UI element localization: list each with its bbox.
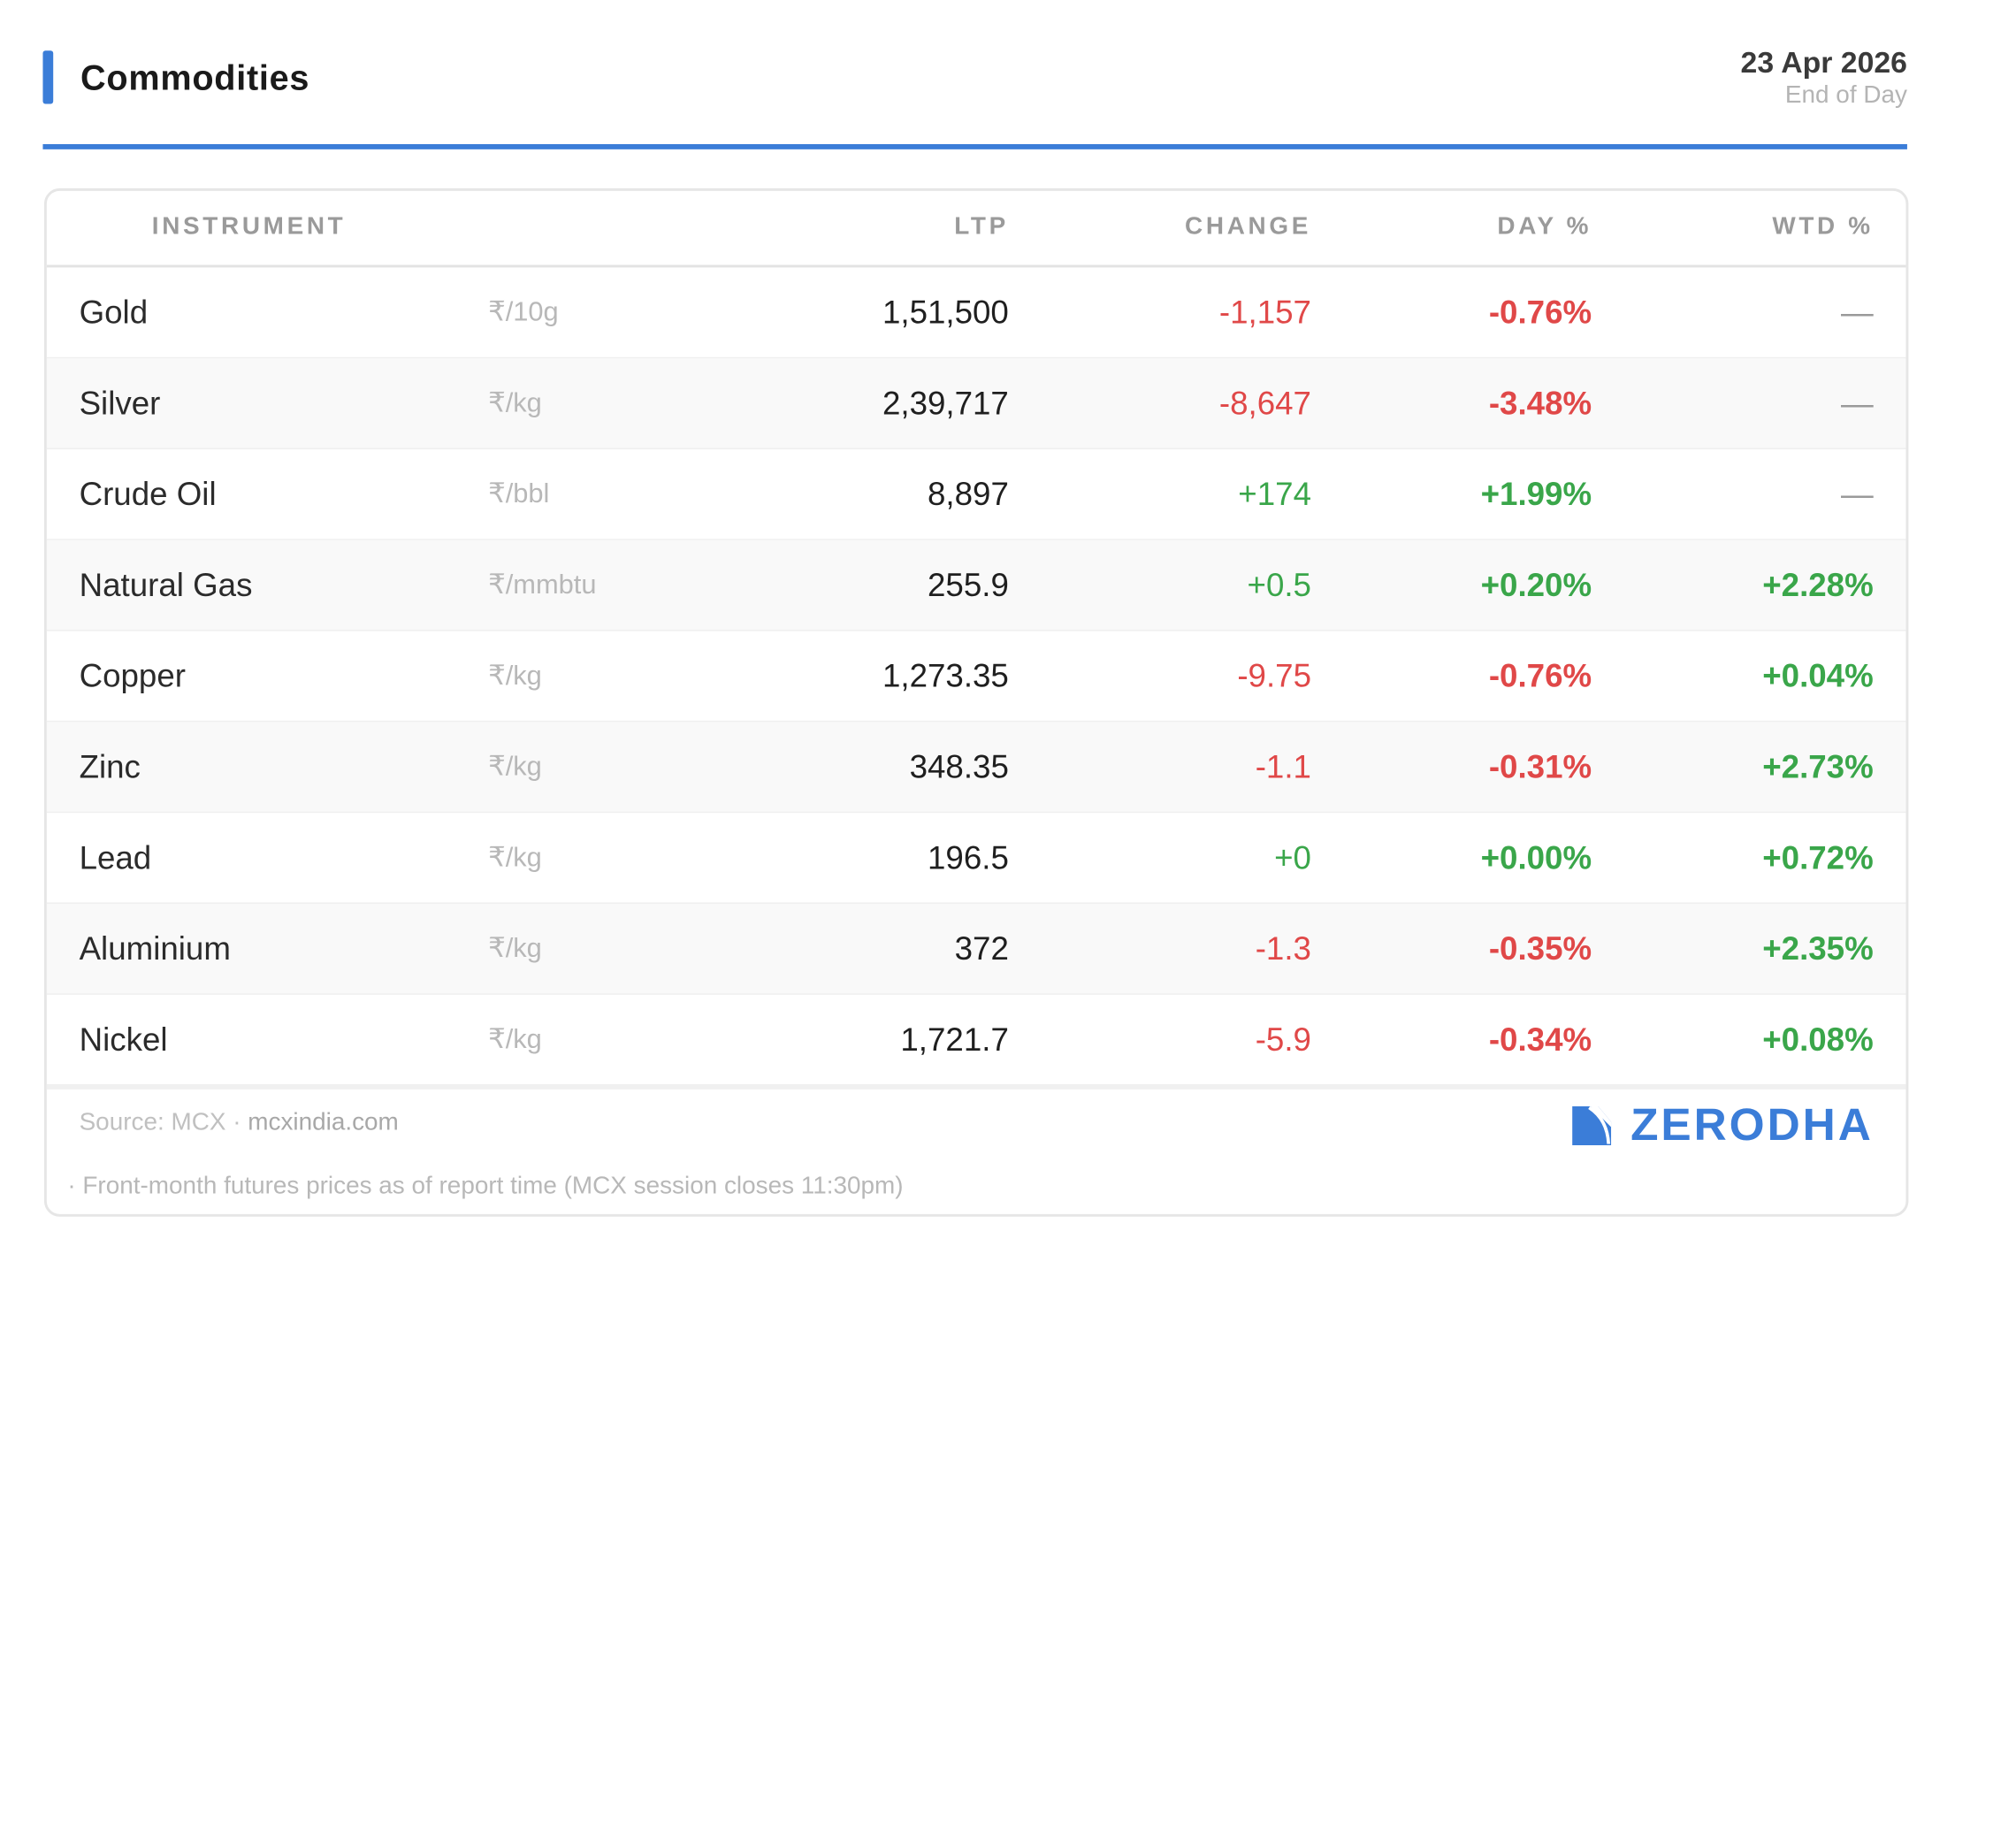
wtd-pct-value: +0.04% <box>1762 658 1874 695</box>
source-link[interactable]: mcxindia.com <box>248 1108 399 1136</box>
wtd-pct-value: +0.08% <box>1762 1021 1874 1059</box>
table-body: Gold ₹/10g 1,51,500 -1,157 -0.76% — Silver ₹/kg… <box>46 267 1906 1086</box>
ltp-value: 372 <box>954 930 1009 967</box>
source-line: Source: MCX · mcxindia.com <box>80 1109 399 1137</box>
report-date: 23 Apr 2026 <box>1740 45 1907 80</box>
wtd-pct-value: — <box>1841 476 1874 513</box>
ltp-value: 348.35 <box>909 749 1009 786</box>
instrument-unit: ₹/10g <box>488 297 559 328</box>
instrument-unit: ₹/kg <box>488 933 542 964</box>
source-label: Source: MCX · <box>79 1108 248 1136</box>
instrument-name: Lead <box>79 839 152 877</box>
change-value: -8,647 <box>1218 386 1311 423</box>
table-row: Crude Oil ₹/bbl 8,897 +174 +1.99% — <box>46 449 1906 540</box>
column-header-change: CHANGE <box>1185 212 1311 241</box>
day-pct-value: -0.31% <box>1488 749 1592 786</box>
instrument-unit: ₹/mmbtu <box>488 570 597 600</box>
change-value: +0 <box>1274 839 1311 877</box>
instrument-name: Aluminium <box>79 930 231 967</box>
table-row: Silver ₹/kg 2,39,717 -8,647 -3.48% — <box>46 358 1906 450</box>
commodities-table-card: INSTRUMENT LTP CHANGE DAY % WTD % Gold ₹/… <box>43 187 1909 1217</box>
change-value: +174 <box>1238 476 1311 513</box>
day-pct-value: +0.20% <box>1480 567 1592 604</box>
day-pct-value: +1.99% <box>1480 476 1592 513</box>
change-value: -1,157 <box>1218 294 1311 332</box>
date-block: 23 Apr 2026 End of Day <box>1741 44 1907 111</box>
wtd-pct-value: — <box>1841 294 1874 332</box>
instrument-unit: ₹/kg <box>488 661 542 692</box>
table-row: Copper ₹/kg 1,273.35 -9.75 -0.76% +0.04% <box>46 631 1906 723</box>
instrument-unit: ₹/bbl <box>488 478 550 509</box>
table-row: Nickel ₹/kg 1,721.7 -5.9 -0.34% +0.08% <box>46 995 1906 1086</box>
instrument-name: Gold <box>79 294 149 332</box>
wtd-pct-value: +2.35% <box>1762 930 1874 967</box>
day-pct-value: -0.76% <box>1488 658 1592 695</box>
ltp-value: 1,51,500 <box>882 294 1009 332</box>
day-pct-value: -0.34% <box>1488 1021 1592 1059</box>
change-value: +0.5 <box>1247 567 1311 604</box>
ltp-value: 1,721.7 <box>900 1021 1009 1059</box>
wtd-pct-value: — <box>1841 386 1874 423</box>
column-header-wtd-pct: WTD % <box>1772 212 1874 241</box>
ltp-value: 1,273.35 <box>882 658 1009 695</box>
day-pct-value: -0.35% <box>1488 930 1592 967</box>
change-value: -5.9 <box>1255 1021 1311 1059</box>
wtd-pct-value: +0.72% <box>1762 839 1874 877</box>
instrument-name: Zinc <box>79 749 141 786</box>
title-accent-bar <box>42 50 54 104</box>
page-title: Commodities <box>80 58 310 98</box>
brand-logo: ZERODHA <box>1572 1099 1874 1151</box>
day-pct-value: +0.00% <box>1480 839 1592 877</box>
brand-name: ZERODHA <box>1630 1099 1874 1151</box>
report-header: Commodities 23 Apr 2026 End of Day <box>42 39 1907 150</box>
instrument-name: Natural Gas <box>79 567 253 604</box>
report-period: End of Day <box>1784 81 1907 110</box>
footer-divider <box>46 1085 1906 1090</box>
header-divider <box>42 143 1907 149</box>
change-value: -9.75 <box>1237 658 1311 695</box>
table-row: Lead ₹/kg 196.5 +0 +0.00% +0.72% <box>46 813 1906 904</box>
zerodha-logo-mark-icon <box>1572 1105 1612 1146</box>
wtd-pct-value: +2.73% <box>1762 749 1874 786</box>
table-row: Zinc ₹/kg 348.35 -1.1 -0.31% +2.73% <box>46 722 1906 814</box>
instrument-unit: ₹/kg <box>488 388 542 418</box>
day-pct-value: -3.48% <box>1488 386 1592 423</box>
change-value: -1.1 <box>1255 749 1311 786</box>
table-row: Gold ₹/10g 1,51,500 -1,157 -0.76% — <box>46 267 1906 359</box>
instrument-name: Copper <box>79 658 186 695</box>
instrument-name: Nickel <box>79 1021 168 1059</box>
instrument-name: Silver <box>79 386 161 423</box>
footnote: · Front-month futures prices as of repor… <box>67 1172 904 1200</box>
instrument-name: Crude Oil <box>79 476 217 513</box>
table-row: Natural Gas ₹/mmbtu 255.9 +0.5 +0.20% +2.28% <box>46 539 1906 631</box>
ltp-value: 255.9 <box>928 567 1009 604</box>
instrument-unit: ₹/kg <box>488 1024 542 1055</box>
ltp-value: 196.5 <box>928 839 1009 877</box>
change-value: -1.3 <box>1255 930 1311 967</box>
column-header-day-pct: DAY % <box>1497 212 1592 241</box>
column-header-instrument: INSTRUMENT <box>151 212 347 241</box>
instrument-unit: ₹/kg <box>488 752 542 782</box>
table-header: INSTRUMENT LTP CHANGE DAY % WTD % <box>46 191 1906 268</box>
ltp-value: 8,897 <box>928 476 1009 513</box>
wtd-pct-value: +2.28% <box>1762 567 1874 604</box>
ltp-value: 2,39,717 <box>882 386 1009 423</box>
day-pct-value: -0.76% <box>1488 294 1592 332</box>
table-row: Aluminium ₹/kg 372 -1.3 -0.35% +2.35% <box>46 903 1906 995</box>
column-header-ltp: LTP <box>954 212 1009 241</box>
instrument-unit: ₹/kg <box>488 842 542 873</box>
